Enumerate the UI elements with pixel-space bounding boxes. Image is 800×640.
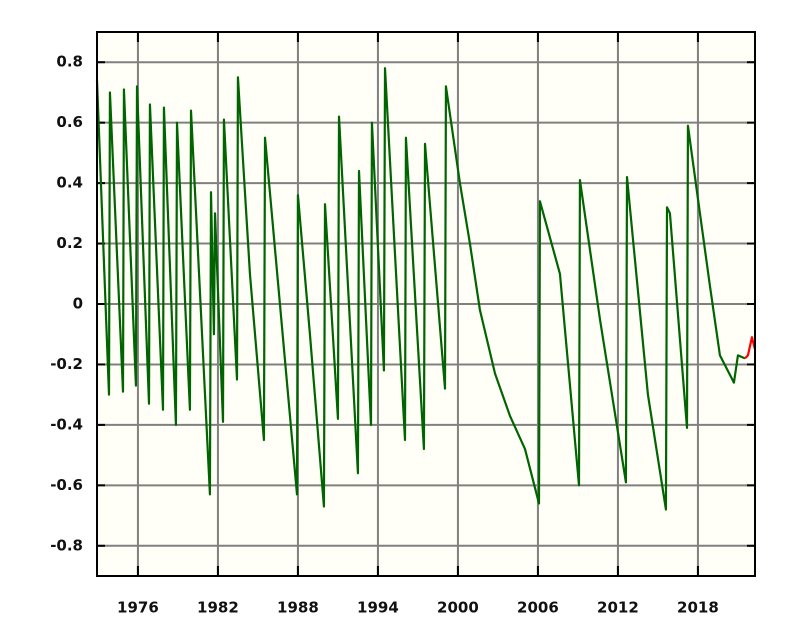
y-tick-label: 0.4 xyxy=(56,174,83,192)
x-tick-label: 2012 xyxy=(597,599,639,617)
data-line xyxy=(95,67,746,511)
x-tick-label: 1988 xyxy=(277,599,319,617)
x-tick-label: 1982 xyxy=(197,599,239,617)
y-tick-label: -0.2 xyxy=(50,355,83,373)
y-tick-label: -0.8 xyxy=(50,536,83,554)
x-tick-label: 2000 xyxy=(437,599,479,617)
plot-frame xyxy=(96,31,756,577)
x-tick-label: 1994 xyxy=(357,599,399,617)
x-tick-label: 1976 xyxy=(117,599,159,617)
data-line xyxy=(744,336,757,360)
y-tick-label: 0.2 xyxy=(56,234,83,252)
x-tick-label: 2018 xyxy=(677,599,719,617)
y-tick-label: 0.8 xyxy=(56,53,83,71)
y-tick-label: -0.4 xyxy=(50,415,83,433)
y-tick-label: -0.6 xyxy=(50,476,83,494)
y-tick-label: 0 xyxy=(73,295,83,313)
x-tick-label: 2006 xyxy=(517,599,559,617)
y-tick-label: 0.6 xyxy=(56,113,83,131)
